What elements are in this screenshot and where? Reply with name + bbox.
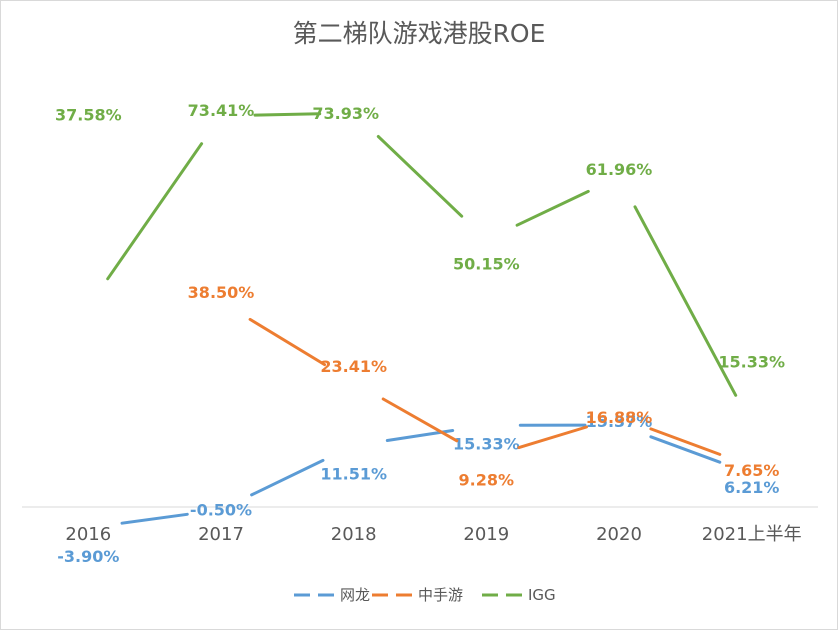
series-line [120, 423, 722, 525]
x-tick-label: 2016 [65, 524, 111, 545]
series-line [248, 317, 722, 456]
data-label: 6.21% [724, 478, 780, 497]
legend-item: IGG [482, 586, 556, 604]
data-label: -3.90% [57, 547, 119, 566]
legend-label: 中手游 [418, 586, 463, 604]
legend-label: IGG [528, 586, 556, 604]
data-label: 50.15% [453, 255, 520, 274]
data-label: 61.96% [586, 160, 653, 179]
x-tick-labels: 2016 2017 2018 2019 2020 2021上半年 [65, 524, 801, 545]
data-label: 73.93% [312, 104, 379, 123]
data-label: 15.37% [586, 412, 653, 431]
series-1: -3.90% -0.50% 11.51% 15.33% 15.37% 6.21% [57, 412, 779, 566]
x-tick-label: 2019 [463, 524, 509, 545]
series-line [106, 112, 738, 397]
x-tick-label: 2021上半年 [702, 524, 802, 545]
x-tick-label: 2018 [331, 524, 377, 545]
data-label: 37.58% [55, 106, 122, 125]
data-label: 73.41% [188, 101, 255, 120]
series-3: 37.58% 73.41% 73.93% 50.15% 61.96% 15.33% [55, 101, 785, 397]
data-label: 15.33% [718, 352, 785, 371]
data-label: 38.50% [188, 283, 255, 302]
data-label: 23.41% [320, 357, 387, 376]
series-2: 38.50% 23.41% 9.28% 16.88% 7.65% [188, 283, 780, 490]
legend-label: 网龙 [340, 586, 370, 604]
x-tick-label: 2020 [596, 524, 642, 545]
data-label: 7.65% [724, 461, 780, 480]
legend-item: 中手游 [372, 586, 463, 604]
data-label: 11.51% [320, 465, 387, 484]
x-tick-label: 2017 [198, 524, 244, 545]
legend-item: 网龙 [294, 586, 370, 604]
data-label: 15.33% [453, 434, 520, 453]
series-layer: -3.90%-0.50%11.51%15.33%15.37%6.21%38.50… [55, 101, 785, 566]
data-label: 16.88% [586, 408, 653, 427]
data-label: -0.50% [190, 501, 252, 520]
legend: 网龙 中手游 IGG [294, 586, 556, 604]
chart-title: 第二梯队游戏港股ROE [292, 19, 546, 48]
data-label: 9.28% [459, 471, 515, 490]
